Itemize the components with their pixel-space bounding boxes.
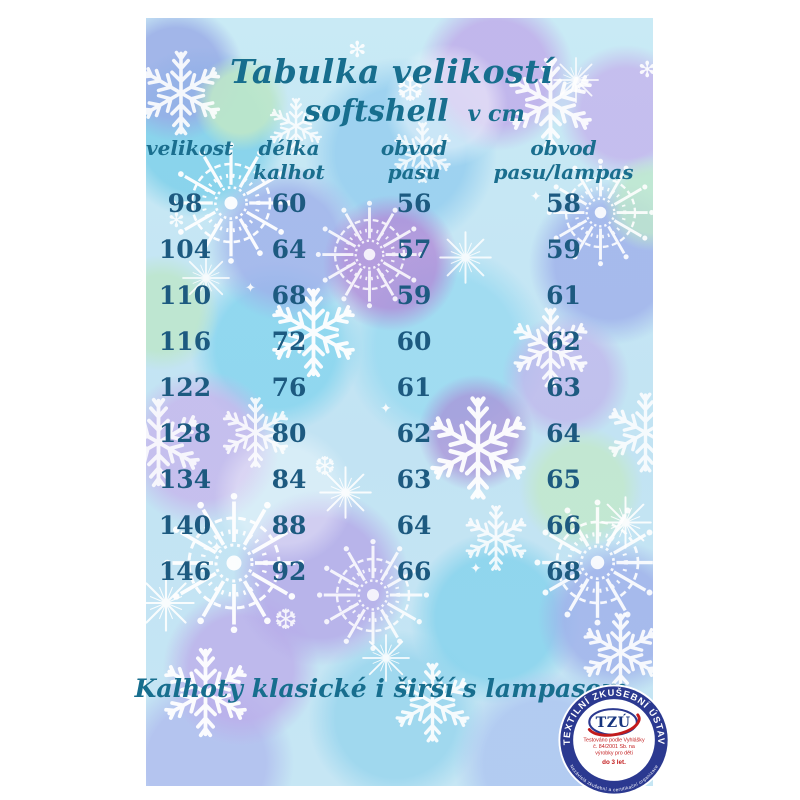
table-cell: 60 — [271, 188, 307, 218]
tzu-logo-text: TZÚ — [596, 713, 631, 731]
table-cell: 84 — [271, 464, 307, 494]
table-cell: 146 — [158, 556, 212, 586]
table-cell: 68 — [271, 280, 307, 310]
table-cell: 68 — [546, 556, 581, 586]
table-cell: 62 — [396, 418, 432, 448]
table-cell: 61 — [546, 280, 581, 310]
size-chart-content: Tabulka velikostí softshell v cm velikos… — [135, 18, 653, 786]
table-cell: 59 — [396, 280, 432, 310]
table-cell: 64 — [546, 418, 581, 448]
table-row: 110 68 59 61 — [146, 272, 653, 318]
table-cell: 104 — [158, 234, 212, 264]
table-row: 98 60 56 58 — [146, 180, 653, 226]
table-cell: 64 — [396, 510, 432, 540]
table-row: 116 72 60 62 — [146, 318, 653, 364]
subtitle-unit: v cm — [467, 101, 525, 127]
table-cell: 58 — [546, 188, 581, 218]
table-cell: 92 — [271, 556, 307, 586]
table-cell: 88 — [271, 510, 307, 540]
table-cell: 110 — [158, 280, 212, 310]
table-cell: 61 — [396, 372, 432, 402]
badge-cert-line4: do 3 let. — [602, 759, 626, 766]
table-row: 122 76 61 63 — [146, 364, 653, 410]
table-cell: 80 — [271, 418, 307, 448]
badge-cert-line1: Testováno podle Vyhlášky — [583, 737, 645, 743]
footer-note: Kalhoty klasické i širší s lampasem. — [134, 674, 637, 703]
table-cell: 60 — [396, 326, 432, 356]
tzu-certification-badge: TEXTILNÍ ZKUŠEBNÍ ÚSTAV Nezávislá zkušeb… — [558, 684, 670, 796]
table-cell: 140 — [158, 510, 212, 540]
table-cell: 134 — [158, 464, 212, 494]
table-row: 140 88 64 66 — [146, 502, 653, 548]
table-cell: 66 — [396, 556, 432, 586]
table-cell: 63 — [546, 372, 581, 402]
page-title: Tabulka velikostí — [229, 52, 554, 91]
column-header-obvod-pasu-lampas: obvod pasu/lampas — [493, 136, 634, 184]
page-subtitle: softshell v cm — [161, 94, 668, 129]
column-header-delka-kalhot: délka kalhot — [253, 136, 325, 184]
tzu-logo-swoosh — [587, 713, 641, 737]
table-row: 146 92 66 68 — [146, 548, 653, 594]
table-cell: 65 — [546, 464, 581, 494]
column-header-obvod-pasu: obvod pasu — [380, 136, 448, 184]
table-row: 128 80 62 64 — [146, 410, 653, 456]
column-header-velikost: velikost — [146, 136, 234, 160]
table-row: 134 84 63 65 — [146, 456, 653, 502]
table-row: 104 64 57 59 — [146, 226, 653, 272]
table-cell: 116 — [158, 326, 212, 356]
table-cell: 63 — [396, 464, 432, 494]
table-cell: 59 — [546, 234, 581, 264]
table-cell: 72 — [271, 326, 307, 356]
size-chart-card: Tabulka velikostí softshell v cm velikos… — [135, 18, 670, 796]
table-header-row: velikost délka kalhot obvod pasu obvod p… — [146, 136, 653, 184]
table-cell: 98 — [167, 188, 203, 218]
table-cell: 66 — [546, 510, 581, 540]
table-cell: 64 — [271, 234, 307, 264]
subtitle-product: softshell — [304, 94, 449, 129]
table-cell: 62 — [546, 326, 581, 356]
table-cell: 56 — [396, 188, 432, 218]
table-cell: 122 — [158, 372, 212, 402]
table-cell: 76 — [271, 372, 307, 402]
table-cell: 128 — [158, 418, 212, 448]
badge-cert-line2: č. 84/2001 Sb. na — [593, 744, 635, 750]
table-cell: 57 — [396, 234, 432, 264]
badge-cert-line3: výrobky pro děti — [595, 751, 633, 757]
size-table: 98 60 56 58 104 64 57 59 110 68 59 61 116 72 60 62 1… — [146, 180, 653, 594]
